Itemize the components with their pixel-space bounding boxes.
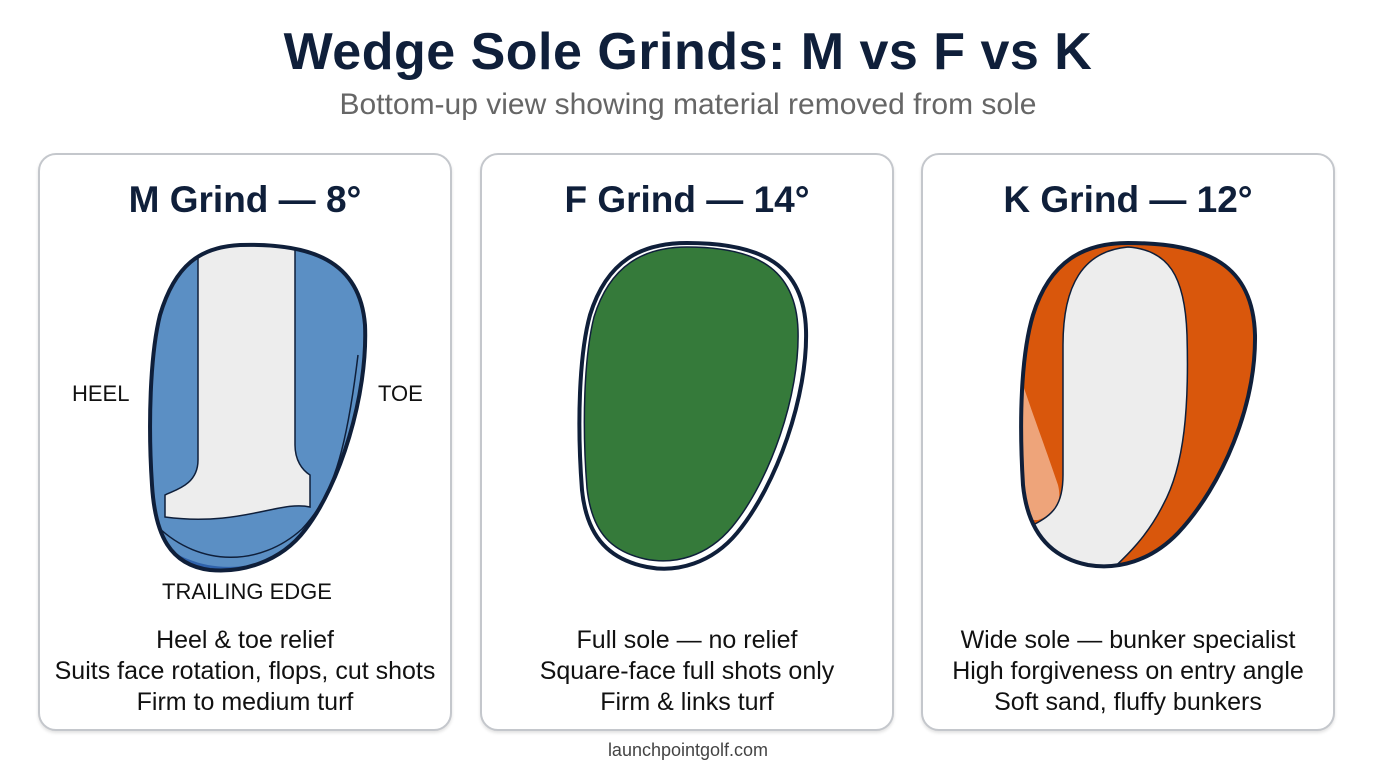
m-grind-title: M Grind — 8° xyxy=(128,179,362,220)
description-line: Heel & toe relief xyxy=(156,626,334,654)
f-grind-description: Full sole — no relief Square-face full s… xyxy=(482,625,892,718)
description-line: Suits face rotation, flops, cut shots xyxy=(54,657,436,685)
description-line: Firm to medium turf xyxy=(136,688,354,716)
toe-label: TOE xyxy=(378,381,423,406)
k-grind-card: K Grind — 12° Wide sole — bunker special… xyxy=(921,153,1335,731)
description-line: Wide sole — bunker specialist xyxy=(960,626,1296,654)
f-grind-sole-diagram-icon xyxy=(577,240,809,571)
f-grind-title: F Grind — 14° xyxy=(564,179,810,220)
k-grind-description: Wide sole — bunker specialist High forgi… xyxy=(923,625,1333,718)
description-line: Firm & links turf xyxy=(600,688,774,716)
f-grind-card: F Grind — 14° Full sole — no relief Squa… xyxy=(480,153,894,731)
description-line: Full sole — no relief xyxy=(576,626,798,654)
page-title: Wedge Sole Grinds: M vs F vs K xyxy=(283,23,1093,81)
page-subtitle: Bottom-up view showing material removed … xyxy=(339,88,1037,121)
description-line: High forgiveness on entry angle xyxy=(952,657,1304,685)
k-grind-title: K Grind — 12° xyxy=(1003,179,1253,220)
k-grind-sole-diagram-icon xyxy=(1019,240,1258,569)
heel-label: HEEL xyxy=(72,381,130,406)
description-line: Soft sand, fluffy bunkers xyxy=(994,688,1262,716)
m-grind-description: Heel & toe relief Suits face rotation, f… xyxy=(40,625,450,718)
footer-source: launchpointgolf.com xyxy=(607,740,769,760)
description-line: Square-face full shots only xyxy=(539,657,835,685)
m-grind-sole-diagram-icon xyxy=(148,242,368,573)
trailing-edge-label: TRAILING EDGE xyxy=(162,579,332,604)
m-grind-card: M Grind — 8° HEEL TOE TRAILING EDGE Heel… xyxy=(38,153,452,731)
